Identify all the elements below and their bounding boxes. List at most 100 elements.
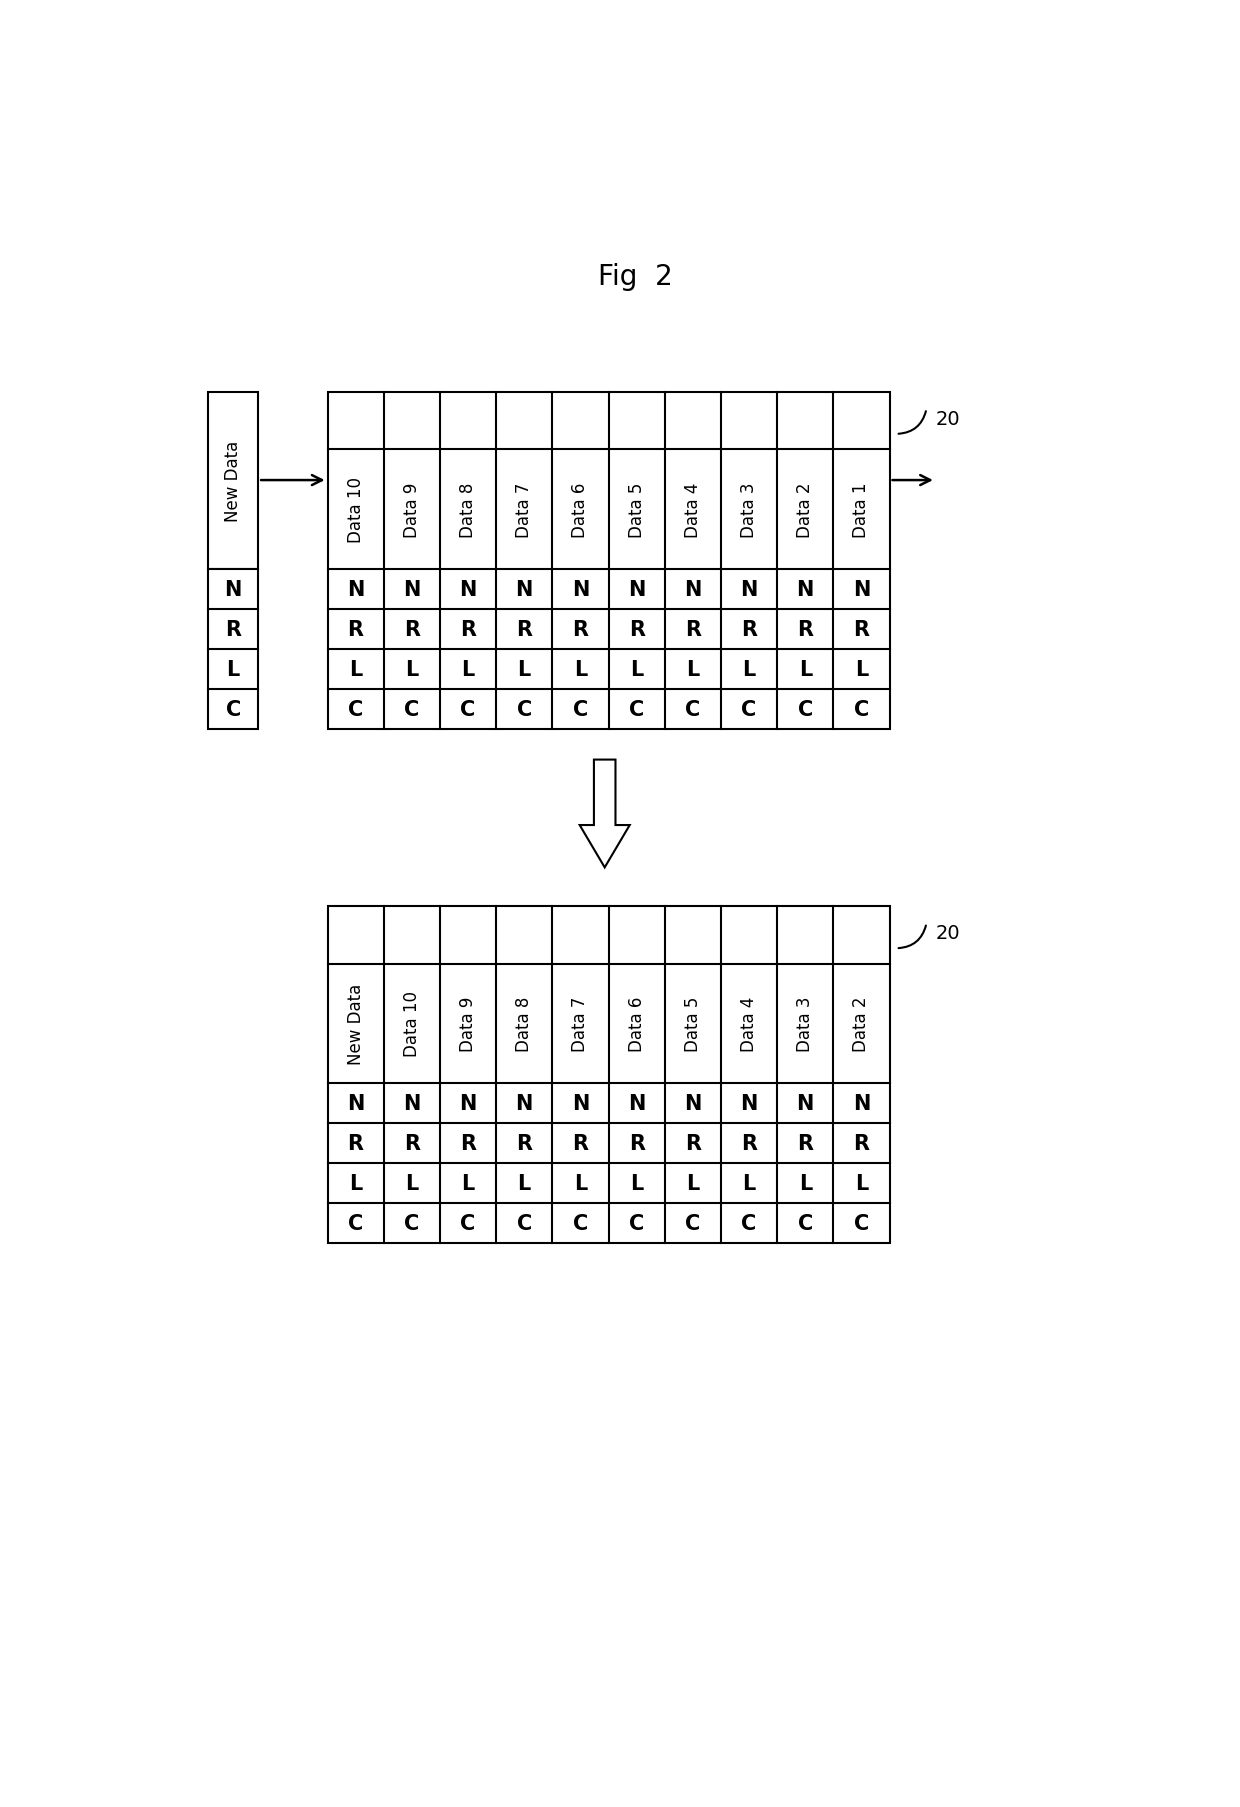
Text: N: N [740, 580, 758, 600]
Text: Data 9: Data 9 [403, 482, 420, 537]
Text: C: C [404, 699, 419, 719]
Text: L: L [574, 660, 587, 679]
Text: C: C [348, 1214, 363, 1234]
Text: Data 8: Data 8 [459, 482, 477, 537]
Text: N: N [572, 1093, 589, 1113]
Text: Data 5: Data 5 [627, 482, 646, 537]
Text: L: L [517, 1173, 531, 1193]
Text: New Data: New Data [347, 983, 365, 1064]
Text: R: R [684, 1133, 701, 1153]
Bar [208, 569, 258, 730]
Text: N: N [224, 580, 242, 600]
Text: L: L [517, 660, 531, 679]
Text: N: N [347, 580, 365, 600]
Text: L: L [227, 660, 239, 679]
Text: R: R [853, 620, 869, 640]
Text: C: C [854, 699, 869, 719]
Text: Data 4: Data 4 [740, 996, 758, 1052]
Text: L: L [854, 660, 868, 679]
Text: N: N [684, 580, 702, 600]
Text: L: L [461, 660, 475, 679]
Text: C: C [854, 1214, 869, 1234]
Text: Data 3: Data 3 [796, 996, 815, 1052]
Text: L: L [405, 660, 418, 679]
Text: C: C [686, 1214, 701, 1234]
Bar [327, 392, 889, 730]
Text: L: L [461, 1173, 475, 1193]
Text: N: N [853, 1093, 870, 1113]
Text: R: R [460, 620, 476, 640]
Text: Data 5: Data 5 [684, 996, 702, 1052]
Text: C: C [460, 699, 476, 719]
Text: C: C [573, 1214, 588, 1234]
Text: N: N [796, 1093, 813, 1113]
Text: L: L [799, 1173, 812, 1193]
Text: L: L [686, 660, 699, 679]
Text: Data 6: Data 6 [627, 996, 646, 1052]
Text: C: C [460, 1214, 476, 1234]
Text: Fig  2: Fig 2 [598, 262, 673, 291]
Text: N: N [347, 1093, 365, 1113]
Text: C: C [797, 1214, 813, 1234]
Text: R: R [516, 620, 532, 640]
Text: L: L [630, 660, 644, 679]
Text: R: R [797, 620, 813, 640]
Text: C: C [404, 1214, 419, 1234]
Text: L: L [686, 1173, 699, 1193]
Text: Data 9: Data 9 [459, 996, 477, 1052]
Text: N: N [403, 1093, 420, 1113]
Text: 20: 20 [936, 410, 961, 428]
Text: L: L [854, 1173, 868, 1193]
Text: R: R [629, 620, 645, 640]
Text: Data 8: Data 8 [516, 996, 533, 1052]
Text: C: C [629, 699, 645, 719]
Text: C: C [517, 699, 532, 719]
Text: C: C [686, 699, 701, 719]
Text: Data 7: Data 7 [516, 482, 533, 537]
Text: R: R [226, 620, 241, 640]
Text: L: L [574, 1173, 587, 1193]
Text: N: N [459, 580, 476, 600]
Text: N: N [627, 580, 645, 600]
Text: Data 7: Data 7 [572, 996, 589, 1052]
Bar [327, 907, 889, 1243]
Text: R: R [347, 620, 363, 640]
Bar [208, 392, 258, 569]
Text: R: R [347, 1133, 363, 1153]
Text: N: N [684, 1093, 702, 1113]
Text: New Data: New Data [224, 441, 242, 522]
Text: Data 1: Data 1 [852, 482, 870, 537]
Text: L: L [348, 1173, 362, 1193]
Text: R: R [573, 620, 589, 640]
Text: C: C [629, 1214, 645, 1234]
Text: N: N [516, 1093, 533, 1113]
Text: Data 10: Data 10 [403, 990, 420, 1057]
Text: C: C [742, 1214, 756, 1234]
Text: Data 6: Data 6 [572, 482, 589, 537]
Text: Data 2: Data 2 [852, 996, 870, 1052]
Text: Data 3: Data 3 [740, 482, 758, 537]
Text: L: L [743, 660, 755, 679]
Text: R: R [573, 1133, 589, 1153]
Text: C: C [573, 699, 588, 719]
Text: L: L [630, 1173, 644, 1193]
Text: C: C [226, 699, 241, 719]
Text: C: C [742, 699, 756, 719]
Text: R: R [797, 1133, 813, 1153]
Text: R: R [684, 620, 701, 640]
Text: N: N [403, 580, 420, 600]
Text: 20: 20 [936, 923, 961, 943]
Text: R: R [853, 1133, 869, 1153]
Text: C: C [797, 699, 813, 719]
Text: N: N [853, 580, 870, 600]
Text: C: C [517, 1214, 532, 1234]
Text: Data 4: Data 4 [684, 482, 702, 537]
Text: N: N [740, 1093, 758, 1113]
Text: R: R [460, 1133, 476, 1153]
Text: N: N [627, 1093, 645, 1113]
Text: L: L [743, 1173, 755, 1193]
Text: C: C [348, 699, 363, 719]
Text: R: R [742, 1133, 758, 1153]
Text: R: R [629, 1133, 645, 1153]
Text: N: N [796, 580, 813, 600]
